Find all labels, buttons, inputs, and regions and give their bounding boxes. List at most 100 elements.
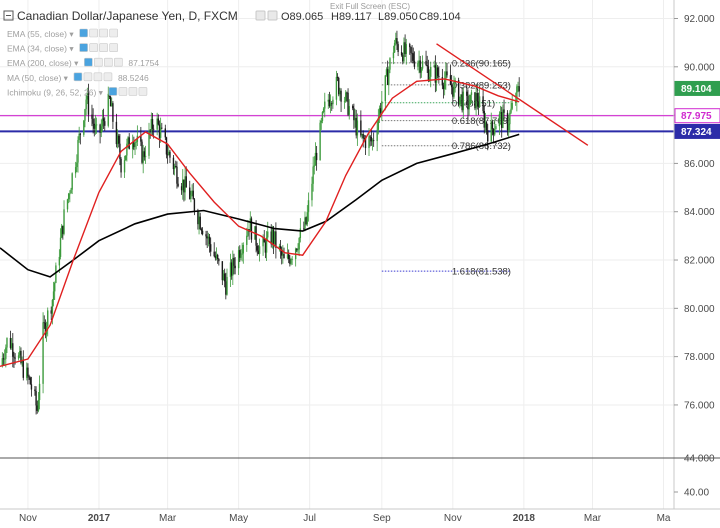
x-tick-label: Jul (303, 513, 316, 524)
candle-body (94, 124, 97, 129)
candle-body (281, 249, 283, 256)
candle-body (189, 187, 191, 199)
candle-body (84, 109, 86, 121)
candle-body (442, 85, 445, 90)
candle-body (62, 225, 64, 234)
candle-body (36, 405, 38, 411)
candle-body (104, 121, 106, 126)
candle-body (177, 183, 179, 187)
exit-fullscreen-hint[interactable]: Exit Full Screen (ESC) (330, 2, 410, 11)
settings-icon[interactable] (89, 28, 98, 38)
settings-icon[interactable] (94, 57, 103, 67)
price-tag-label: 87.324 (681, 127, 712, 138)
more-icon[interactable] (109, 28, 118, 38)
price-tags: 89.104 87.975 87.324 (674, 80, 720, 139)
close-icon[interactable] (104, 57, 113, 67)
trendline[interactable] (436, 43, 589, 146)
candle-body (19, 350, 21, 356)
candle-body (322, 108, 325, 113)
legend-row[interactable]: EMA (55, close) ▾ (7, 28, 118, 39)
settings-icon[interactable] (118, 87, 128, 96)
close-icon[interactable] (99, 43, 108, 52)
candle-body (144, 155, 147, 158)
close-icon[interactable] (128, 87, 138, 96)
candle-body (213, 251, 215, 257)
candle-body (128, 137, 130, 150)
candle-body (313, 165, 316, 167)
candle-body (234, 265, 236, 269)
ema200-line (0, 133, 520, 278)
candle-body (206, 236, 208, 239)
legend-row[interactable]: EMA (34, close) ▾ (7, 43, 118, 54)
eye-icon[interactable] (108, 87, 118, 96)
candle-body (119, 143, 121, 159)
candle-body (71, 173, 73, 190)
candle-body (474, 92, 476, 109)
price-tag-box (674, 108, 720, 124)
candle-body (468, 104, 470, 110)
y-tick-label: 86.000 (684, 159, 715, 170)
more-icon[interactable] (109, 43, 118, 52)
candle-body (346, 92, 348, 94)
indicator-legend[interactable]: EMA (55, close) ▾ EMA (34, close) ▾ EMA (2… (7, 28, 159, 97)
candle-body (452, 87, 454, 97)
candle-body (396, 38, 398, 45)
candle-body (492, 128, 495, 135)
settings-icon[interactable] (267, 10, 278, 21)
candle-body (306, 212, 309, 225)
eye-icon[interactable] (73, 72, 83, 82)
candle-body (434, 65, 437, 83)
collapse-icon[interactable] (3, 10, 14, 21)
candle-body (176, 166, 178, 184)
candle-body (132, 142, 134, 150)
time-axis[interactable]: Nov 2017 Mar May Jul Sep Nov 2018 Mar Ma (19, 513, 671, 524)
settings-icon[interactable] (89, 43, 98, 52)
more-icon[interactable] (138, 87, 148, 96)
candle-body (348, 106, 350, 115)
candle-body (417, 62, 419, 67)
candle-body (282, 254, 284, 256)
candle-body (403, 42, 405, 62)
eye-icon[interactable] (84, 57, 93, 67)
eye-icon[interactable] (79, 28, 88, 38)
candle-body (411, 52, 413, 54)
candle-body (336, 76, 339, 78)
close-icon[interactable] (93, 72, 103, 82)
candle-body (409, 44, 411, 48)
candle-body (151, 119, 154, 129)
candle-body (135, 141, 137, 143)
candle-body (345, 92, 347, 102)
close-icon[interactable] (99, 28, 108, 38)
candle-body (262, 237, 264, 247)
candle-body (438, 75, 440, 78)
legend-row[interactable]: MA (50, close) ▾ 88.5246 (7, 72, 149, 83)
series-buttons[interactable] (255, 10, 278, 21)
candle-body (66, 199, 69, 210)
candle-body (1, 358, 4, 367)
more-icon[interactable] (114, 57, 123, 67)
more-icon[interactable] (103, 72, 113, 82)
legend-row[interactable]: EMA (200, close) ▾ 87.1754 (7, 57, 159, 68)
candle-body (168, 151, 170, 155)
candle-body (95, 124, 98, 126)
candle-body (193, 199, 196, 212)
candle-body (161, 127, 163, 129)
settings-icon[interactable] (83, 72, 93, 82)
candle-body (125, 155, 127, 161)
eye-icon[interactable] (255, 10, 266, 21)
candle-body (44, 322, 47, 335)
candle-body (116, 135, 119, 145)
candle-body (184, 176, 186, 193)
candle-body (386, 69, 389, 85)
candle-body (20, 350, 22, 363)
eye-icon[interactable] (79, 43, 88, 52)
trendline-group[interactable] (436, 43, 589, 146)
legend-row[interactable]: Ichimoku (9, 26, 52, 26) ▾ (7, 87, 148, 97)
candle-body (28, 376, 30, 378)
candle-body (395, 38, 397, 43)
x-tick-label: Nov (19, 513, 37, 524)
candle-body (297, 249, 299, 251)
candle-body (26, 367, 28, 378)
candle-body (182, 179, 184, 191)
